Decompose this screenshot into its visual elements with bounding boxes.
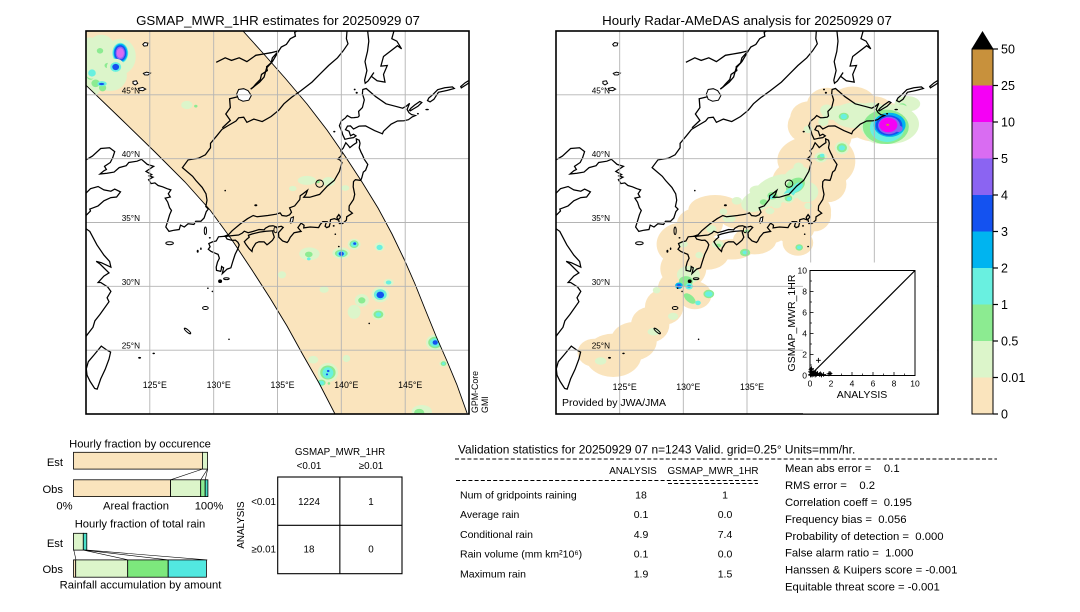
svg-text:Hourly Radar-AMeDAS analysis f: Hourly Radar-AMeDAS analysis for 2025092…: [602, 13, 892, 28]
svg-text:GSMAP_MWR_1HR: GSMAP_MWR_1HR: [786, 274, 798, 371]
svg-text:ANALYSIS: ANALYSIS: [609, 466, 657, 477]
svg-text:4: 4: [850, 379, 855, 389]
svg-text:False alarm ratio = 1.000: False alarm ratio = 1.000: [785, 548, 913, 560]
svg-text:40°N: 40°N: [122, 150, 140, 159]
svg-text:125°E: 125°E: [143, 380, 167, 390]
svg-text:0%: 0%: [56, 501, 72, 513]
svg-text:GMI: GMI: [480, 396, 490, 413]
svg-text:0: 0: [808, 379, 813, 389]
svg-text:GSMAP_MWR_1HR estimates for 20: GSMAP_MWR_1HR estimates for 20250929 07: [136, 13, 420, 28]
svg-text:Est: Est: [47, 538, 64, 550]
svg-text:Validation statistics for 2025: Validation statistics for 20250929 07 n=…: [458, 443, 855, 457]
svg-text:45°N: 45°N: [592, 86, 610, 95]
svg-text:GPM-Core: GPM-Core: [470, 371, 480, 413]
svg-text:≥0.01: ≥0.01: [359, 461, 383, 472]
svg-text:6: 6: [871, 379, 876, 389]
svg-text:0.1: 0.1: [634, 549, 649, 561]
svg-text:Correlation coeff = 0.195: Correlation coeff = 0.195: [785, 497, 912, 509]
svg-text:Num of gridpoints raining: Num of gridpoints raining: [460, 490, 577, 502]
svg-text:5: 5: [1001, 152, 1008, 166]
svg-text:4: 4: [802, 329, 807, 339]
svg-text:Obs: Obs: [42, 484, 63, 496]
svg-text:Provided by JWA/JMA: Provided by JWA/JMA: [562, 397, 666, 409]
svg-text:10: 10: [798, 266, 808, 276]
svg-text:50: 50: [1001, 43, 1015, 57]
svg-text:Frequency bias = 0.056: Frequency bias = 0.056: [785, 514, 907, 526]
svg-text:2: 2: [1001, 262, 1008, 276]
svg-text:8: 8: [802, 287, 807, 297]
svg-text:Rain volume (mm km²10⁶): Rain volume (mm km²10⁶): [460, 549, 582, 561]
svg-text:<0.01: <0.01: [251, 497, 276, 508]
svg-text:Est: Est: [47, 457, 64, 469]
svg-text:Hanssen & Kuipers score = -0.0: Hanssen & Kuipers score = -0.001: [785, 565, 957, 577]
svg-text:40°N: 40°N: [592, 150, 610, 159]
svg-text:≥0.01: ≥0.01: [252, 545, 276, 556]
svg-text:0.0: 0.0: [718, 549, 733, 561]
svg-text:1: 1: [1001, 298, 1008, 312]
svg-text:GSMAP_MWR_1HR: GSMAP_MWR_1HR: [667, 466, 758, 477]
svg-text:10: 10: [1001, 116, 1015, 130]
svg-text:Conditional rain: Conditional rain: [460, 529, 533, 541]
svg-text:0.0: 0.0: [718, 509, 733, 521]
svg-text:6: 6: [802, 308, 807, 318]
svg-text:ANALYSIS: ANALYSIS: [837, 389, 888, 401]
svg-text:Average rain: Average rain: [460, 509, 520, 521]
svg-text:0: 0: [1001, 408, 1008, 422]
svg-text:1.5: 1.5: [718, 568, 733, 580]
svg-text:3: 3: [1001, 225, 1008, 239]
svg-text:130°E: 130°E: [676, 382, 700, 392]
svg-text:18: 18: [635, 490, 647, 502]
svg-text:Rainfall accumulation by amoun: Rainfall accumulation by amount: [60, 580, 223, 592]
svg-text:10: 10: [910, 379, 920, 389]
svg-text:35°N: 35°N: [122, 214, 140, 223]
svg-text:30°N: 30°N: [592, 278, 610, 287]
svg-text:30°N: 30°N: [122, 278, 140, 287]
svg-text:Probability of detection = 0.: Probability of detection = 0.000: [785, 531, 944, 543]
svg-text:125°E: 125°E: [613, 382, 637, 392]
svg-text:1: 1: [722, 490, 728, 502]
svg-text:Maximum rain: Maximum rain: [460, 568, 526, 580]
svg-text:<0.01: <0.01: [297, 461, 322, 472]
svg-text:25°N: 25°N: [122, 342, 140, 351]
svg-text:2: 2: [802, 350, 807, 360]
svg-text:Equitable threat score = -0.00: Equitable threat score = -0.001: [785, 582, 940, 594]
svg-text:Obs: Obs: [42, 564, 63, 576]
svg-text:0.01: 0.01: [1001, 371, 1025, 385]
svg-text:7.4: 7.4: [718, 529, 733, 541]
svg-text:Mean abs error = 0.1: Mean abs error = 0.1: [785, 463, 900, 475]
svg-text:0: 0: [368, 545, 374, 556]
svg-text:140°E: 140°E: [334, 380, 358, 390]
svg-text:135°E: 135°E: [270, 380, 294, 390]
svg-text:RMS error = 0.2: RMS error = 0.2: [785, 480, 875, 492]
svg-text:25: 25: [1001, 79, 1015, 93]
svg-text:8: 8: [892, 379, 897, 389]
svg-text:145°E: 145°E: [398, 380, 422, 390]
svg-text:130°E: 130°E: [207, 380, 231, 390]
svg-text:0: 0: [802, 371, 807, 381]
svg-text:Areal fraction: Areal fraction: [103, 501, 169, 513]
svg-text:1224: 1224: [298, 497, 320, 508]
svg-text:45°N: 45°N: [122, 86, 140, 95]
svg-text:4.9: 4.9: [634, 529, 649, 541]
svg-text:Hourly fraction of total rain: Hourly fraction of total rain: [75, 519, 206, 531]
svg-text:4: 4: [1001, 189, 1008, 203]
svg-text:0.5: 0.5: [1001, 335, 1018, 349]
svg-text:35°N: 35°N: [592, 214, 610, 223]
svg-text:1.9: 1.9: [634, 568, 649, 580]
svg-text:25°N: 25°N: [592, 342, 610, 351]
svg-text:18: 18: [304, 545, 315, 556]
svg-text:100%: 100%: [195, 501, 224, 513]
svg-text:2: 2: [829, 379, 834, 389]
svg-text:135°E: 135°E: [740, 382, 764, 392]
svg-text:0.1: 0.1: [634, 509, 649, 521]
svg-text:GSMAP_MWR_1HR: GSMAP_MWR_1HR: [295, 447, 385, 458]
svg-text:1: 1: [368, 497, 373, 508]
svg-text:ANALYSIS: ANALYSIS: [236, 501, 247, 549]
svg-text:Hourly fraction by occurence: Hourly fraction by occurence: [69, 439, 211, 451]
